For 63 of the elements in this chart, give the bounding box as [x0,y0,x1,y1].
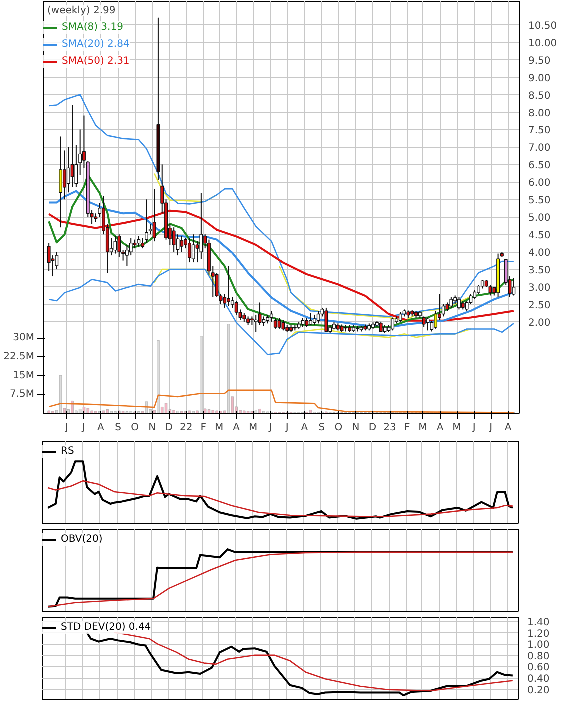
x-tick-label: O [131,422,140,434]
x-tick-label: J [472,422,476,434]
x-tick-label: J [64,422,68,434]
x-tick-label: 23 [384,422,396,434]
x-tick-label: A [436,422,444,434]
x-tick-label: A [301,422,308,434]
y-tick-label: 1.40 [528,617,550,628]
y-tick-label: 8.50 [528,90,551,102]
x-tick-label: N [352,422,360,434]
y2-tick-label: 7.5M [10,389,34,400]
text: SMA(20) 2.84 [62,38,130,51]
y-tick-label: 0.80 [528,651,550,662]
x-tick-label: F [200,422,207,434]
y-tick-label: 1.00 [528,640,550,652]
x-tick-label: D [368,422,377,434]
text: SMA(8) 3.19 [62,21,124,34]
y2-tick-label: 22.5M [4,351,35,362]
y-tick-label: 4.50 [528,230,551,242]
x-tick-label: M [452,422,462,434]
x-tick-label: M [249,422,258,434]
y-tick-label: 2.00 [528,318,551,329]
y-tick-label: 3.00 [528,283,551,294]
y-tick-label: 5.00 [528,213,551,224]
y-tick-label: 7.00 [528,143,551,154]
x-tick-label: A [233,422,240,434]
legend-title: (weekly) 2.99 [48,6,116,16]
y-tick-label: 10.50 [528,20,558,32]
y2-tick-label: 30M [13,332,35,344]
y-tick-label: 6.00 [528,178,551,190]
x-tick-label: S [318,422,326,434]
x-tick-label: J [268,422,272,434]
y-tick-label: 6.50 [528,160,551,172]
legend-label: RS [61,445,76,458]
text: SMA(50) 2.31 [62,55,130,68]
x-tick-label: J [488,422,493,434]
y-tick-label: 10.00 [528,38,558,50]
x-tick-label: J [284,422,289,434]
y2-tick-label: 15M [13,370,35,382]
y-tick-label: 5.50 [528,196,551,207]
x-tick-label: N [148,422,156,434]
y-tick-label: 1.20 [528,628,550,640]
y-tick-label: 8.00 [528,108,551,120]
y-tick-label: 0.40 [528,674,550,686]
y-tick-label: 3.50 [528,266,551,277]
x-tick-label: F [404,422,410,434]
x-tick-label: A [504,422,512,434]
x-tick-label: J [81,422,86,434]
y-tick-label: 9.50 [528,56,551,67]
x-tick-label: D [165,422,174,434]
legend-label: OBV(20) [61,533,103,546]
y-tick-label: 7.50 [528,126,551,137]
x-tick-label: 22 [180,422,193,434]
y-tick-label: 4.00 [528,248,551,260]
x-tick-label: A [98,422,105,434]
x-tick-label: O [334,422,343,434]
y-tick-label: 0.20 [528,685,550,696]
x-tick-label: S [115,422,122,434]
y-tick-label: 2.50 [528,300,551,312]
y-tick-label: 9.00 [528,73,551,84]
y-tick-label: 0.60 [528,662,550,674]
legend-label: STD DEV(20) 0.44 [61,621,152,634]
x-tick-label: M [214,422,224,434]
x-tick-label: M [418,422,428,434]
